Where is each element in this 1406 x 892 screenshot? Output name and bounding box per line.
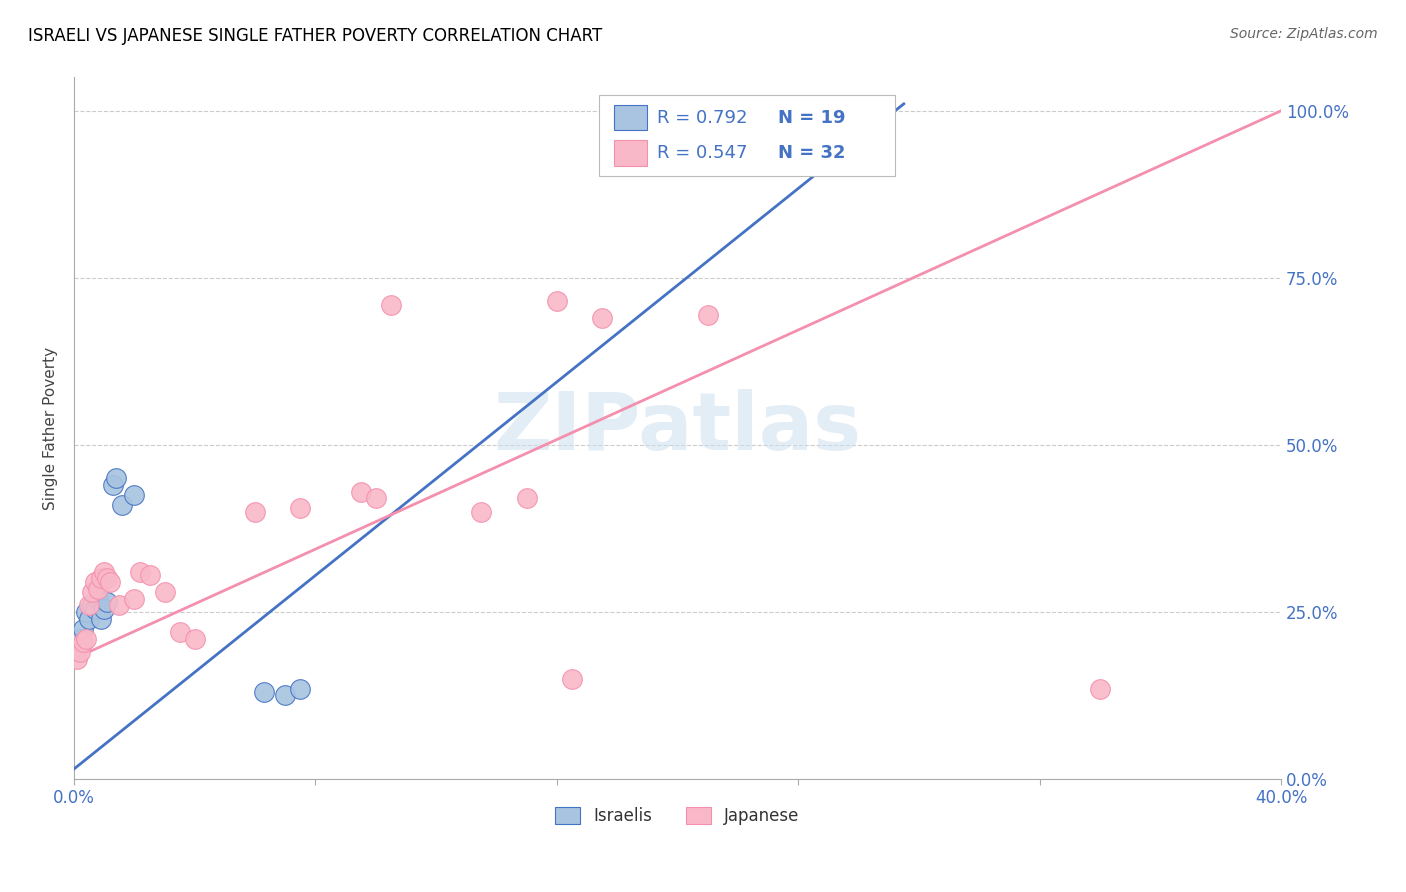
Point (69, 632, 91, 646)
Point (96, 572, 118, 586)
Point (290, 681, 312, 696)
FancyBboxPatch shape (599, 95, 894, 176)
Point (546, 294, 568, 309)
Point (138, 568, 160, 582)
Point (129, 565, 152, 579)
Point (380, 297, 402, 311)
Point (90, 611, 112, 625)
Text: R = 0.547: R = 0.547 (657, 145, 748, 162)
Point (96, 595, 118, 609)
Point (108, 598, 131, 612)
Point (77, 611, 100, 625)
Point (87, 591, 110, 606)
Point (470, 505, 492, 519)
Point (103, 478, 125, 492)
Point (696, 308, 718, 322)
Point (105, 471, 128, 485)
Point (274, 689, 297, 703)
Point (124, 591, 146, 606)
Point (66, 651, 89, 665)
Text: R = 0.792: R = 0.792 (657, 109, 748, 127)
Y-axis label: Single Father Poverty: Single Father Poverty (44, 347, 58, 509)
Point (153, 585, 176, 599)
Point (290, 501, 312, 516)
Point (169, 624, 191, 639)
Point (1088, 681, 1111, 696)
Point (72, 622, 94, 636)
Text: Source: ZipAtlas.com: Source: ZipAtlas.com (1230, 27, 1378, 41)
Point (350, 484, 373, 499)
Point (82, 585, 104, 599)
Point (93, 601, 115, 615)
Point (87, 582, 110, 596)
Point (93, 565, 115, 579)
Point (561, 672, 583, 686)
Point (184, 632, 207, 646)
Text: N = 19: N = 19 (778, 109, 845, 127)
FancyBboxPatch shape (613, 140, 647, 166)
Point (75, 632, 97, 646)
Point (111, 498, 134, 512)
Point (82, 598, 104, 612)
Point (72, 635, 94, 649)
Point (98, 574, 121, 589)
Point (364, 491, 387, 506)
Point (756, 120, 779, 135)
Point (84, 601, 107, 615)
Point (832, 117, 855, 131)
Point (84, 574, 107, 589)
Point (253, 685, 276, 699)
Point (90, 572, 112, 586)
Point (591, 310, 613, 325)
Point (243, 505, 266, 519)
FancyBboxPatch shape (613, 105, 647, 130)
Point (124, 488, 146, 502)
Text: N = 32: N = 32 (778, 145, 845, 162)
Point (77, 598, 100, 612)
Text: ZIPatlas: ZIPatlas (494, 389, 862, 467)
Point (69, 645, 91, 659)
Legend: Israelis, Japanese: Israelis, Japanese (547, 799, 808, 834)
Point (516, 491, 538, 506)
Point (75, 605, 97, 619)
Text: ISRAELI VS JAPANESE SINGLE FATHER POVERTY CORRELATION CHART: ISRAELI VS JAPANESE SINGLE FATHER POVERT… (28, 27, 602, 45)
